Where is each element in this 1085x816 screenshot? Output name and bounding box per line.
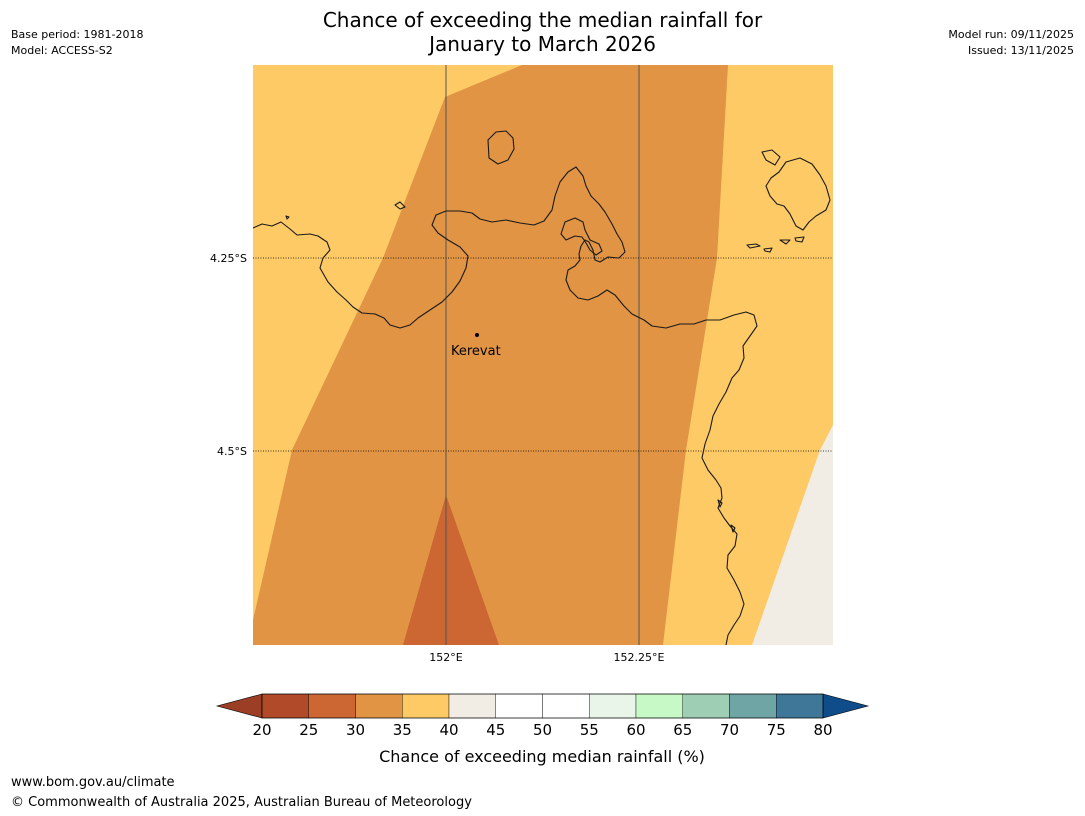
footer-url[interactable]: www.bom.gov.au/climate — [11, 775, 175, 790]
coastline — [253, 130, 831, 645]
shade-25-30 — [403, 495, 499, 645]
kerevat-marker — [475, 333, 479, 337]
colorbar-swatch — [448, 693, 496, 719]
colorbar-tick-label: 50 — [533, 721, 552, 739]
colorbar-swatch — [542, 693, 590, 719]
meta-left: Base period: 1981-2018 Model: ACCESS-S2 — [11, 27, 143, 59]
title-line-2: January to March 2026 — [429, 32, 656, 56]
footer-copyright: © Commonwealth of Australia 2025, Austra… — [11, 795, 472, 810]
colorbar-swatch — [308, 693, 356, 719]
colorbar-legend: 20 25 30 35 40 45 50 55 60 65 70 75 80 Chance of exc… — [215, 693, 870, 766]
colorbar-tick-label: 65 — [673, 721, 692, 739]
lat-label-4-25s: 4.25°S — [210, 252, 247, 265]
shade-30-35 — [253, 65, 728, 645]
colorbar-tick-label: 40 — [439, 721, 458, 739]
colorbar-label: Chance of exceeding median rainfall (%) — [379, 747, 705, 766]
colorbar-tick-label: 75 — [767, 721, 786, 739]
colorbar-swatch — [776, 693, 824, 719]
colorbar-tick-label: 35 — [393, 721, 412, 739]
colorbar-swatch — [635, 693, 683, 719]
colorbar-tick-label: 70 — [720, 721, 739, 739]
lat-label-4-5s: 4.5°S — [217, 445, 247, 458]
colorbar-swatch — [495, 693, 543, 719]
colorbar-swatch — [589, 693, 637, 719]
lon-label-152-25e: 152.25°E — [614, 651, 665, 664]
model-text: Model: ACCESS-S2 — [11, 44, 113, 57]
colorbar-tick-label: 45 — [486, 721, 505, 739]
colorbar-tick-label: 25 — [299, 721, 318, 739]
colorbar-swatch — [729, 693, 777, 719]
colorbar-swatch — [355, 693, 403, 719]
meta-right: Model run: 09/11/2025 Issued: 13/11/2025 — [948, 27, 1074, 59]
colorbar-below-arrow — [215, 693, 263, 719]
colorbar-outline — [261, 693, 824, 719]
title-line-1: Chance of exceeding the median rainfall … — [322, 8, 763, 32]
map-panel: Kerevat — [253, 65, 833, 645]
base-period-text: Base period: 1981-2018 — [11, 28, 144, 41]
colorbar-tick-label: 60 — [626, 721, 645, 739]
map-title: Chance of exceeding the median rainfall … — [0, 8, 1085, 56]
colorbar-swatch — [402, 693, 450, 719]
kerevat-label: Kerevat — [451, 344, 501, 359]
model-run-text: Model run: 09/11/2025 — [948, 28, 1074, 41]
colorbar-tick-label: 30 — [346, 721, 365, 739]
colorbar-tick-label: 55 — [580, 721, 599, 739]
issued-text: Issued: 13/11/2025 — [967, 44, 1074, 57]
colorbar-tick-label: 20 — [252, 721, 271, 739]
colorbar-tick-label: 80 — [813, 721, 832, 739]
colorbar-swatch — [682, 693, 730, 719]
shade-40-45 — [752, 425, 833, 645]
lon-label-152e: 152°E — [429, 651, 462, 664]
colorbar-above-arrow — [822, 693, 870, 719]
colorbar-swatch — [261, 693, 309, 719]
